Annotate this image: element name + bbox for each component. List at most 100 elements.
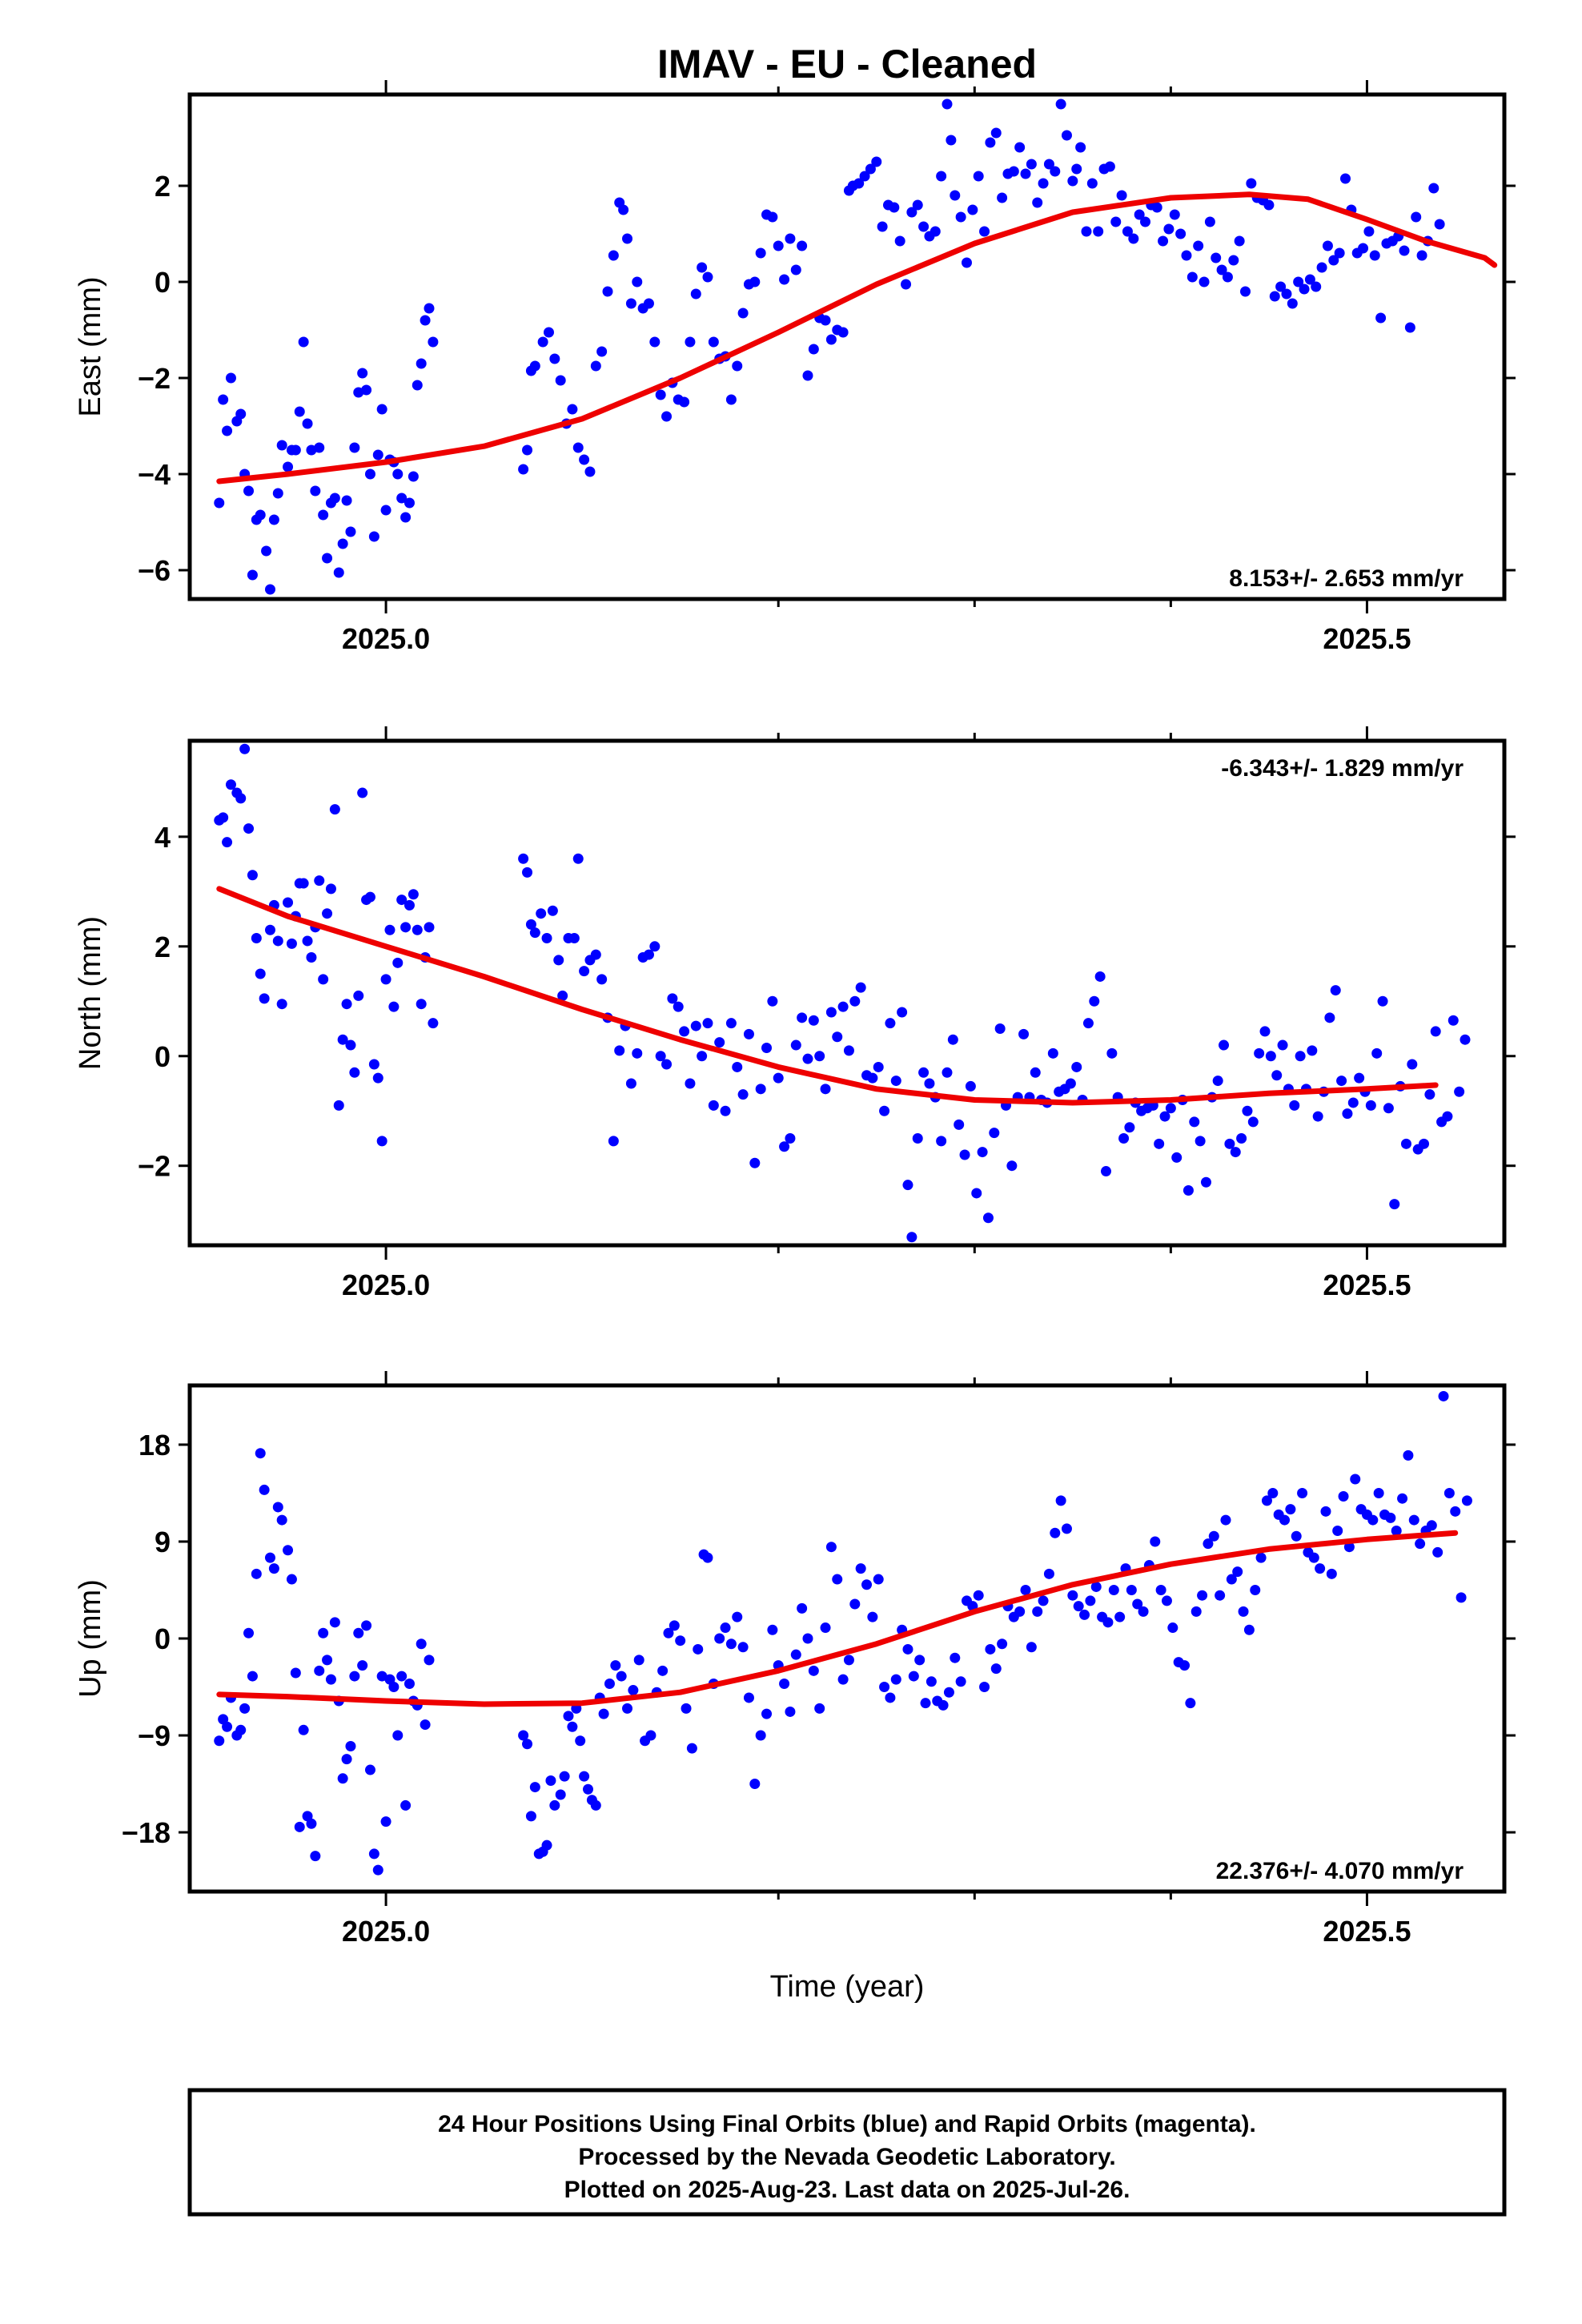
data-point — [314, 875, 325, 887]
data-point — [361, 384, 372, 396]
data-point — [1093, 226, 1104, 237]
y-tick-label: −6 — [138, 554, 171, 587]
data-point — [420, 315, 431, 326]
data-point — [529, 1782, 540, 1793]
data-point — [322, 1655, 333, 1666]
data-point — [1065, 1078, 1076, 1089]
data-point — [368, 1848, 379, 1860]
data-point — [1442, 1111, 1453, 1122]
data-point — [396, 895, 408, 906]
x-tick-label: 2025.5 — [1323, 1269, 1411, 1301]
data-point — [268, 514, 279, 525]
data-point — [837, 327, 849, 338]
data-point — [1365, 1100, 1376, 1111]
data-point — [276, 440, 287, 451]
data-point — [529, 360, 540, 372]
data-point — [264, 1552, 275, 1563]
data-point — [357, 1660, 368, 1671]
data-point — [955, 211, 966, 223]
data-point — [396, 493, 408, 504]
data-point — [790, 264, 801, 275]
data-point — [936, 171, 947, 182]
data-point — [353, 387, 364, 398]
trend-line — [216, 1530, 1459, 1707]
data-point — [1243, 1624, 1255, 1635]
velocity-label: 8.153+/- 2.653 mm/yr — [1229, 565, 1464, 592]
data-point — [1311, 281, 1322, 292]
data-point — [1389, 1199, 1400, 1210]
data-point — [1118, 1132, 1130, 1144]
data-point — [272, 488, 283, 499]
y-tick-label: 9 — [155, 1526, 171, 1558]
data-point — [714, 1037, 725, 1048]
y-tick-label: 0 — [155, 266, 171, 299]
data-point — [897, 1007, 908, 1018]
data-point — [985, 1643, 996, 1655]
data-point — [954, 1119, 965, 1130]
data-point — [1226, 1574, 1237, 1585]
data-point — [1240, 286, 1251, 297]
data-point — [1250, 1584, 1261, 1595]
data-point — [1267, 1487, 1279, 1498]
data-point — [843, 1655, 854, 1666]
data-point — [773, 240, 784, 251]
data-point — [567, 404, 578, 415]
data-point — [808, 1665, 819, 1676]
data-point — [950, 190, 961, 201]
data-point — [1067, 175, 1078, 187]
data-point — [286, 1574, 297, 1585]
data-point — [859, 171, 870, 182]
data-point — [725, 1638, 737, 1650]
data-point — [914, 1655, 926, 1666]
data-point — [357, 368, 368, 379]
data-point — [1450, 1506, 1461, 1517]
data-point — [1456, 1592, 1467, 1603]
data-point — [628, 1685, 639, 1696]
data-point — [1415, 1538, 1426, 1550]
data-point — [1443, 1487, 1455, 1498]
data-point — [714, 1633, 725, 1644]
data-point — [380, 505, 391, 516]
data-point — [1186, 271, 1198, 283]
data-point — [243, 1627, 255, 1638]
data-point — [1220, 1514, 1231, 1526]
data-point — [590, 949, 601, 960]
data-point — [1193, 240, 1204, 251]
data-point — [290, 444, 301, 456]
data-point — [973, 1590, 984, 1601]
data-point — [849, 1598, 861, 1610]
data-point — [428, 336, 439, 348]
data-point — [894, 235, 905, 247]
data-point — [1411, 211, 1422, 223]
data-point — [912, 1132, 923, 1144]
data-point — [657, 1665, 669, 1676]
data-point — [337, 1034, 348, 1045]
data-point — [725, 394, 737, 405]
data-point — [1071, 163, 1082, 175]
data-point — [302, 935, 313, 947]
data-point — [773, 1072, 784, 1084]
data-point — [942, 99, 953, 110]
data-point — [1369, 250, 1380, 261]
data-point — [583, 1783, 594, 1795]
data-point — [416, 1638, 427, 1650]
data-point — [376, 1671, 387, 1682]
data-point — [1200, 1176, 1211, 1188]
data-point — [618, 204, 629, 215]
data-point — [1126, 1584, 1137, 1595]
trend-line — [216, 191, 1498, 485]
data-point — [1428, 183, 1439, 194]
data-point — [685, 336, 696, 348]
data-point — [655, 389, 666, 400]
data-point — [1071, 1061, 1082, 1072]
data-point — [602, 286, 613, 297]
data-point — [314, 442, 325, 453]
data-point — [1339, 173, 1351, 184]
data-point — [1102, 1617, 1114, 1628]
data-point — [985, 137, 996, 148]
data-point — [1197, 1590, 1208, 1601]
data-point — [368, 1059, 379, 1070]
data-point — [681, 1703, 692, 1714]
data-point — [702, 271, 713, 283]
data-point — [965, 1080, 976, 1092]
